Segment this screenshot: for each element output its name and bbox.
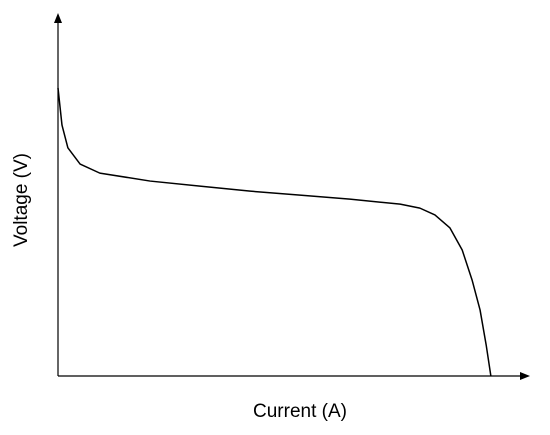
y-axis-arrow xyxy=(54,13,62,23)
y-axis-label: Voltage (V) xyxy=(11,153,32,247)
x-axis-arrow xyxy=(520,372,530,380)
curve xyxy=(57,87,492,377)
x-axis-label: Current (A) xyxy=(253,401,347,422)
